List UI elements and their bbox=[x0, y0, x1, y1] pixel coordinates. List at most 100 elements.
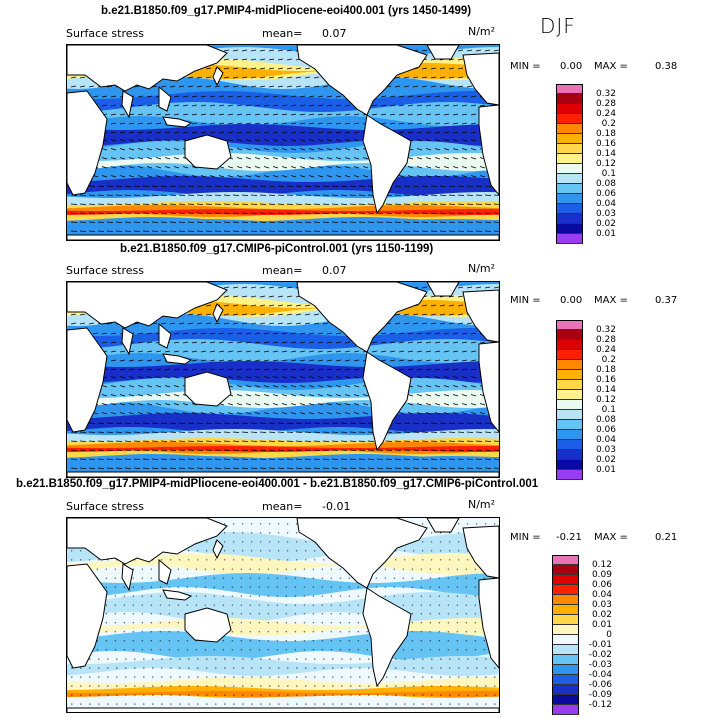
stress-vector bbox=[286, 76, 293, 79]
colorbar-color bbox=[552, 645, 579, 655]
stress-vector bbox=[254, 341, 261, 344]
stress-vector bbox=[70, 221, 78, 223]
stress-vector bbox=[254, 95, 261, 98]
stress-vector bbox=[430, 203, 438, 205]
stress-vector bbox=[245, 122, 252, 125]
stress-vector bbox=[407, 95, 414, 98]
stress-vector bbox=[124, 185, 132, 187]
stress-vector bbox=[182, 95, 189, 98]
stress-vector bbox=[367, 221, 375, 223]
stress-vector bbox=[245, 403, 252, 406]
stress-vector bbox=[281, 166, 288, 169]
stress-vector bbox=[353, 139, 360, 142]
stress-vector bbox=[205, 304, 212, 307]
stress-vector bbox=[281, 341, 288, 344]
stress-vector bbox=[457, 313, 464, 316]
stress-vector bbox=[412, 458, 420, 460]
stress-vector bbox=[317, 95, 324, 98]
stress-vector bbox=[457, 194, 465, 196]
stress-vector bbox=[191, 368, 198, 371]
stress-vector bbox=[335, 385, 342, 388]
stress-vector bbox=[340, 467, 348, 469]
stress-vector bbox=[335, 104, 342, 107]
stress-vector bbox=[452, 139, 459, 142]
stress-vector bbox=[475, 203, 483, 205]
stress-vector bbox=[200, 104, 207, 107]
stress-vector bbox=[317, 139, 324, 142]
stress-vector bbox=[281, 95, 288, 98]
stress-vector bbox=[286, 230, 294, 232]
stress-vector bbox=[250, 67, 257, 70]
stress-vector bbox=[277, 467, 285, 469]
stress-vector bbox=[425, 394, 432, 397]
stress-vector bbox=[452, 104, 459, 107]
stress-vector bbox=[241, 467, 249, 469]
stress-vector bbox=[151, 194, 159, 196]
stress-vector bbox=[407, 175, 414, 178]
stress-vector bbox=[169, 449, 177, 451]
stress-vector bbox=[344, 131, 351, 134]
stress-vector bbox=[110, 139, 117, 142]
colorbar-swatch bbox=[556, 204, 583, 214]
stress-vector bbox=[137, 359, 144, 362]
stress-vector bbox=[97, 212, 105, 214]
stress-vector bbox=[151, 230, 159, 232]
stress-vector bbox=[268, 221, 276, 223]
stress-vector bbox=[421, 212, 429, 214]
stress-vector bbox=[403, 313, 410, 316]
stress-vector bbox=[425, 95, 432, 98]
stress-vector bbox=[416, 359, 423, 362]
stress-vector bbox=[200, 368, 207, 371]
colorbar-color bbox=[552, 565, 579, 575]
stress-vector bbox=[151, 422, 159, 424]
stress-vector bbox=[200, 131, 207, 134]
stress-vector bbox=[434, 104, 441, 107]
stress-vector bbox=[128, 412, 135, 415]
stress-vector bbox=[299, 368, 306, 371]
landmass bbox=[184, 134, 232, 170]
stress-vector bbox=[115, 467, 123, 469]
stress-vector bbox=[119, 385, 126, 388]
stress-vector bbox=[425, 104, 432, 107]
stress-vector bbox=[317, 385, 324, 388]
stress-vector bbox=[241, 322, 248, 325]
stress-vector bbox=[466, 230, 474, 232]
stress-vector bbox=[178, 440, 186, 442]
stress-vector bbox=[115, 203, 123, 205]
stress-vector bbox=[290, 350, 297, 353]
stress-vector bbox=[259, 467, 267, 469]
stress-vector bbox=[389, 341, 396, 344]
stress-vector bbox=[137, 122, 144, 125]
stress-vector bbox=[218, 104, 225, 107]
stress-vector bbox=[452, 148, 459, 151]
stress-vector bbox=[389, 332, 396, 335]
stress-vector bbox=[97, 221, 105, 223]
stress-vector bbox=[308, 394, 315, 397]
stress-vector bbox=[227, 376, 234, 379]
stress-vector bbox=[407, 332, 414, 335]
stress-vector bbox=[376, 449, 384, 451]
stress-vector bbox=[376, 467, 384, 469]
stress-vector bbox=[241, 221, 249, 223]
stress-vector bbox=[317, 403, 324, 406]
stress-vector bbox=[493, 286, 499, 289]
colorbar-swatch bbox=[552, 625, 579, 635]
stress-vector bbox=[475, 440, 483, 442]
stress-vector bbox=[439, 76, 446, 79]
stress-vector bbox=[484, 212, 492, 214]
stress-vector bbox=[470, 131, 477, 134]
stress-vector bbox=[259, 185, 267, 187]
stress-vector bbox=[326, 359, 333, 362]
stress-vector bbox=[182, 113, 189, 116]
stress-vector bbox=[290, 95, 297, 98]
stress-vector bbox=[286, 185, 294, 187]
stress-vector bbox=[128, 139, 135, 142]
stress-vector bbox=[236, 394, 243, 397]
colorbar-color bbox=[552, 685, 579, 695]
stress-vector bbox=[191, 359, 198, 362]
landmass bbox=[296, 282, 428, 353]
stress-vector bbox=[398, 332, 405, 335]
stress-vector bbox=[394, 322, 401, 325]
stress-vector bbox=[461, 412, 468, 415]
landmass bbox=[462, 525, 499, 579]
